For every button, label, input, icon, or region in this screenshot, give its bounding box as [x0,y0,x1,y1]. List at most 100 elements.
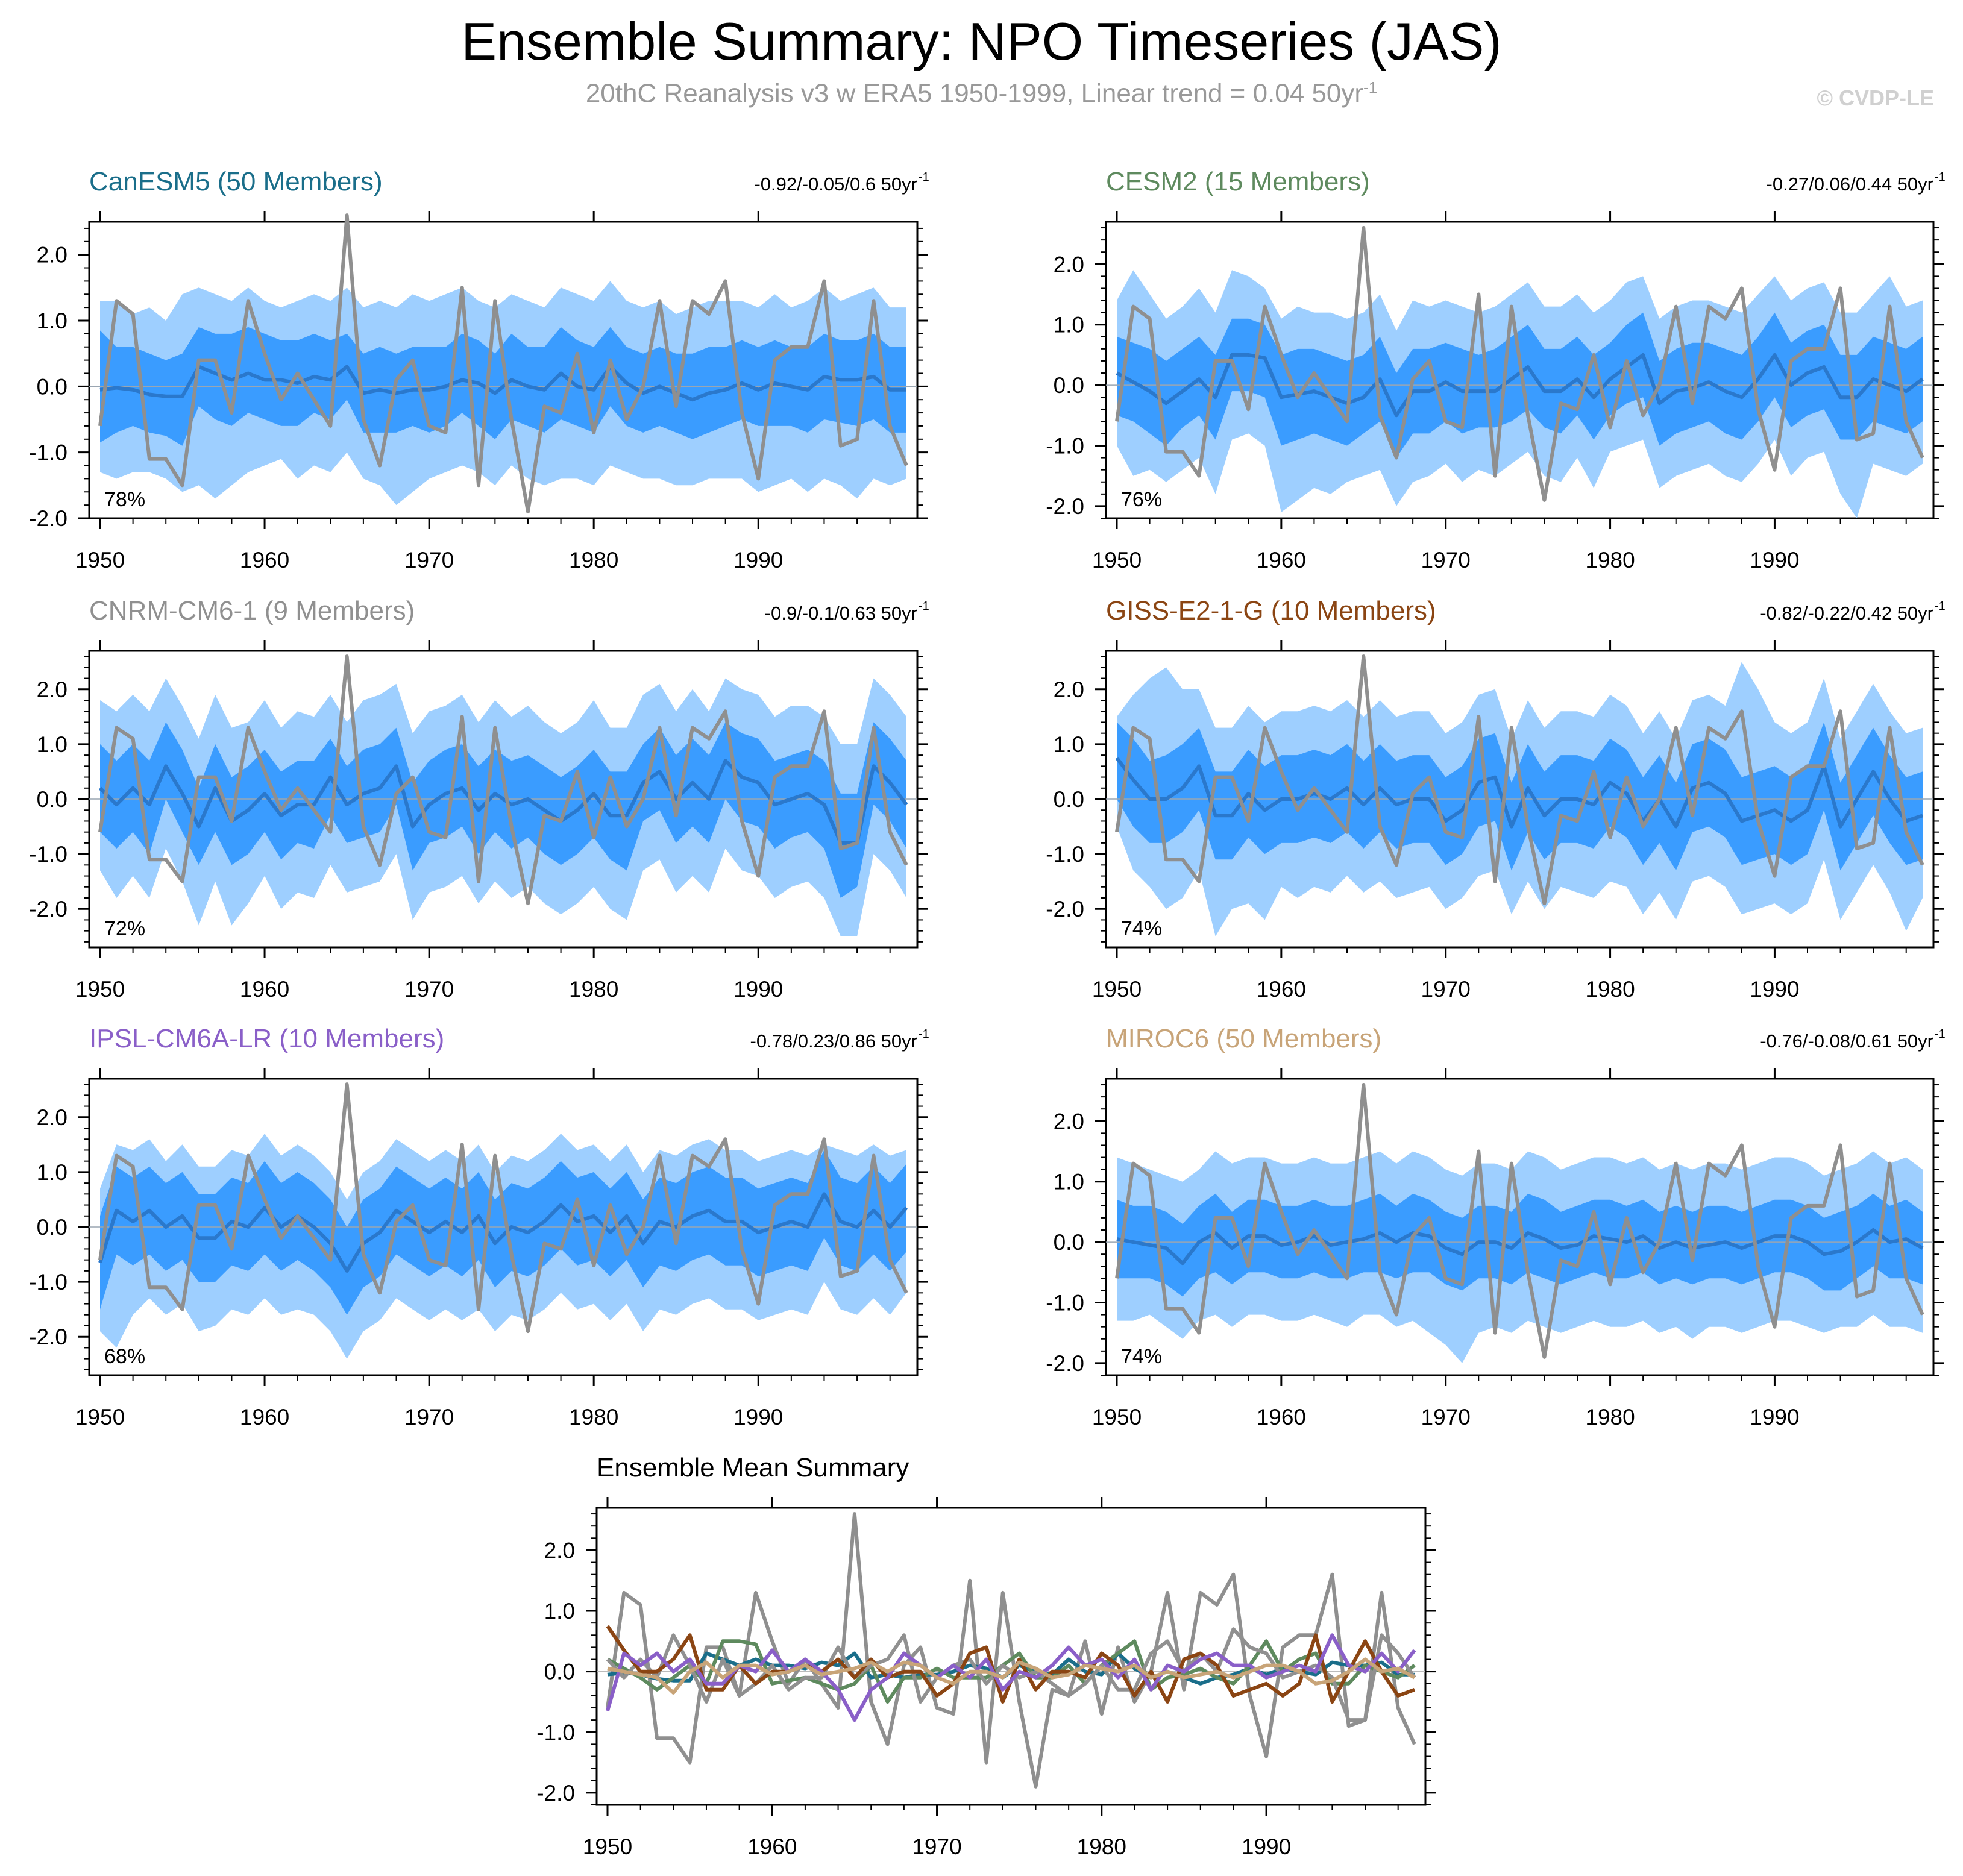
xtick-label: 1980 [1585,977,1635,1002]
ytick-label: -2.0 [29,506,68,531]
xtick-label: 1960 [747,1834,797,1859]
panel-title: GISS-E2-1-G (10 Members) [1106,596,1436,626]
trend-superscript: -1 [919,1027,929,1041]
subtitle-text: 20thC Reanalysis v3 w ERA5 1950-1999, Li… [585,78,1364,108]
trend-label: -0.78/0.23/0.86 50yr [750,1031,917,1052]
band-10-90 [100,722,906,898]
plot-frame [88,221,919,519]
ytick-label: 0.0 [37,1215,68,1240]
ytick-label: 1.0 [544,1599,575,1623]
panel-title: CanESM5 (50 Members) [89,167,383,196]
chart-panel-3: 2.0 1.0 0.0 -1.0 -2.0 1950 1960 1970 1980 1990 CNR… [29,596,929,1002]
ytick-label: -1.0 [536,1720,575,1745]
ytick-label: -1.0 [1046,1291,1084,1316]
xtick-label: 1950 [1092,1405,1142,1429]
observation-line [98,654,908,906]
panel-title: CNRM-CM6-1 (9 Members) [89,596,415,626]
observation-line [1115,226,1924,502]
xtick-label: 1990 [1750,977,1799,1002]
ytick-label: 0.0 [1054,1230,1084,1255]
xtick-label: 1970 [1421,1405,1471,1429]
ytick-label: 2.0 [544,1538,575,1563]
ytick-label: -1.0 [29,842,68,867]
xtick-label: 1970 [912,1834,961,1859]
xtick-label: 1950 [1092,548,1142,573]
trend-label: -0.76/-0.08/0.61 50yr [1760,1031,1933,1052]
xtick-label: 1990 [733,1405,783,1429]
xtick-label: 1990 [1242,1834,1291,1859]
xtick-label: 1970 [404,548,454,573]
xtick-label: 1980 [569,977,618,1002]
xtick-label: 1950 [583,1834,632,1859]
xtick-label: 1950 [1092,977,1142,1002]
watermark: © CVDP-LE [1817,86,1934,110]
trend-label: -0.82/-0.22/0.42 50yr [1760,603,1933,624]
ytick-label: 2.0 [37,243,68,268]
ytick-label: -2.0 [29,897,68,921]
xtick-label: 1980 [1585,548,1635,573]
trend-label: -0.27/0.06/0.44 50yr [1767,174,1933,195]
trend-superscript: -1 [919,600,929,613]
panel-title: CESM2 (15 Members) [1106,167,1370,196]
ytick-label: 1.0 [1054,732,1084,757]
xtick-label: 1960 [1257,1405,1306,1429]
trend-label: -0.92/-0.05/0.6 50yr [754,174,917,195]
xtick-label: 1960 [240,1405,289,1429]
xtick-label: 1960 [1257,977,1306,1002]
ytick-label: 1.0 [37,309,68,333]
xtick-label: 1990 [733,548,783,573]
xtick-label: 1970 [404,1405,454,1429]
ytick-label: 2.0 [1054,677,1084,702]
panel-title: IPSL-CM6A-LR (10 Members) [89,1024,444,1053]
ytick-label: -2.0 [1046,1351,1084,1376]
xtick-label: 1970 [1421,548,1471,573]
observation-line [1115,654,1924,906]
ytick-label: 1.0 [37,732,68,757]
ytick-label: 2.0 [37,1105,68,1130]
ytick-label: 1.0 [1054,313,1084,337]
pattern-correlation-pct: 72% [104,917,145,940]
xtick-label: 1950 [75,977,125,1002]
subtitle-superscript: -1 [1363,78,1378,96]
ytick-label: -2.0 [1046,897,1084,921]
pattern-correlation-pct: 68% [104,1345,145,1368]
pattern-correlation-pct: 74% [1121,917,1162,940]
chart-panel-1: 2.0 1.0 0.0 -1.0 -2.0 1950 1960 1970 1980 1990 Can… [29,167,929,573]
plot-frame [1105,1078,1935,1376]
pattern-correlation-pct: 78% [104,488,145,511]
pattern-correlation-pct: 76% [1121,488,1162,511]
ytick-label: 0.0 [1054,373,1084,398]
chart-panel-7: 2.0 1.0 0.0 -1.0 -2.0 1950 1960 1970 1980 1990 Ens… [536,1453,1436,1859]
band-10-90 [1117,1193,1923,1297]
ytick-label: 0.0 [37,787,68,812]
band-10-90 [1117,722,1923,871]
plot-frame [1105,221,1935,519]
ytick-label: 1.0 [37,1160,68,1185]
observation-line [98,213,908,514]
ytick-label: 1.0 [1054,1170,1084,1194]
chart-panel-5: 2.0 1.0 0.0 -1.0 -2.0 1950 1960 1970 1980 1990 IPS… [29,1024,929,1429]
trend-superscript: -1 [1935,171,1946,184]
ytick-label: -2.0 [536,1781,575,1805]
xtick-label: 1990 [1750,548,1799,573]
chart-panel-2: 2.0 1.0 0.0 -1.0 -2.0 1950 1960 1970 1980 1990 CES… [1046,167,1946,573]
ytick-label: 0.0 [37,374,68,399]
xtick-label: 1950 [75,548,125,573]
xtick-label: 1990 [733,977,783,1002]
plot-frame [595,1507,1427,1806]
page-title: Ensemble Summary: NPO Timeseries (JAS) [461,11,1502,71]
ytick-label: 2.0 [37,677,68,702]
ytick-label: -1.0 [29,441,68,465]
ensemble-mean-line-6 [607,1657,1416,1695]
page-subtitle: 20thC Reanalysis v3 w ERA5 1950-1999, Li… [0,78,1963,109]
trend-superscript: -1 [1935,600,1946,613]
xtick-label: 1990 [1750,1405,1799,1429]
pattern-correlation-pct: 74% [1121,1345,1162,1368]
trend-superscript: -1 [919,171,929,184]
chart-panel-6: 2.0 1.0 0.0 -1.0 -2.0 1950 1960 1970 1980 1990 MIR… [1046,1024,1946,1429]
xtick-label: 1970 [404,977,454,1002]
panel-title: MIROC6 (50 Members) [1106,1024,1381,1053]
xtick-label: 1950 [75,1405,125,1429]
ytick-label: -1.0 [1046,842,1084,867]
xtick-label: 1970 [1421,977,1471,1002]
